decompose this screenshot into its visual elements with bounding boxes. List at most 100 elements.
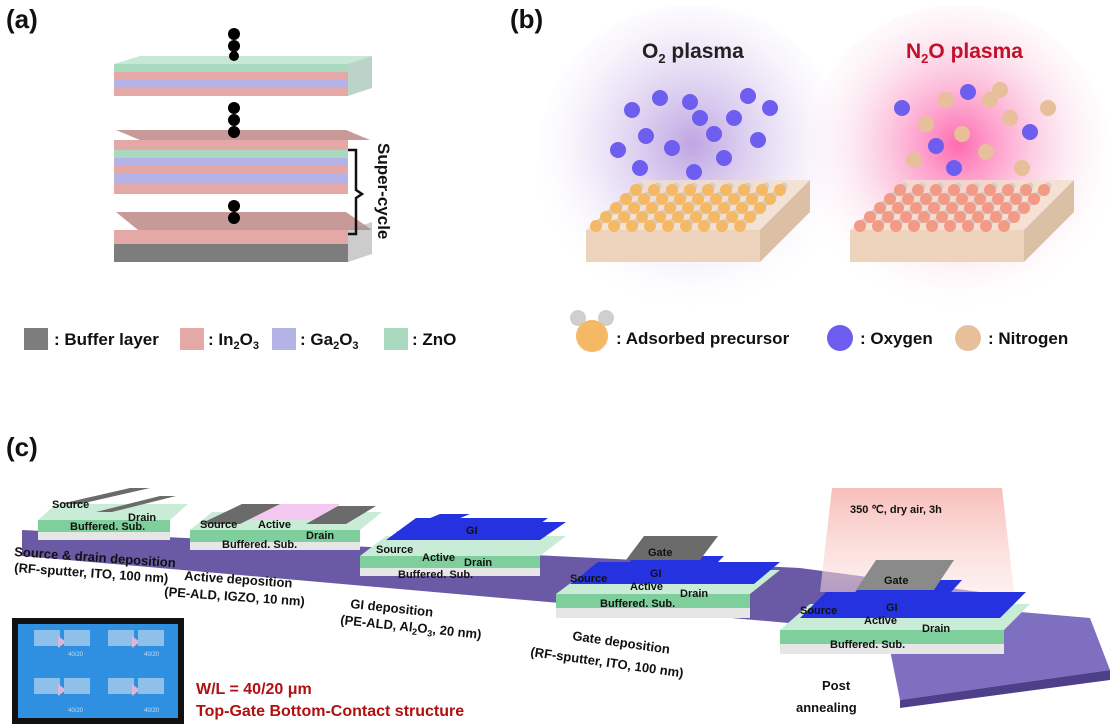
precursor-atom xyxy=(628,202,640,214)
micrograph-inset: 40/20 40/20 40/20 40/20 xyxy=(12,618,184,724)
precursor-atom xyxy=(666,184,678,196)
legend-label-buffer: : Buffer layer xyxy=(54,330,159,349)
step4-source-label: Source xyxy=(570,573,607,585)
nitrogen-atom xyxy=(1014,160,1030,176)
precursor-atom xyxy=(926,220,938,232)
svg-text:40/20: 40/20 xyxy=(144,652,160,658)
top-layer-stack xyxy=(114,56,372,96)
precursor-atom xyxy=(930,184,942,196)
precursor-atom xyxy=(990,211,1002,223)
precursor-atom xyxy=(680,220,692,232)
precursor-atom xyxy=(892,202,904,214)
panel-a-letter: (a) xyxy=(6,4,38,34)
oxygen-atom xyxy=(632,160,648,176)
oxygen-atom xyxy=(610,142,626,158)
step-captions: Source & drain deposition (RF-sputter, I… xyxy=(14,544,857,715)
oxygen-atom xyxy=(740,88,756,104)
precursor-atom xyxy=(690,211,702,223)
precursor-atom xyxy=(636,211,648,223)
precursor-atom xyxy=(908,220,920,232)
precursor-atom xyxy=(1002,184,1014,196)
oxygen-atom xyxy=(946,160,962,176)
legend-swatch-buffer xyxy=(24,328,48,350)
plasma-atoms xyxy=(590,82,1056,232)
anneal-condition: 350 ℃, dry air, 3h xyxy=(850,504,942,516)
step5-detail: annealing xyxy=(796,700,857,715)
micrograph-device-4: 40/20 xyxy=(108,678,164,714)
precursor-atom xyxy=(966,184,978,196)
precursor-atom xyxy=(702,184,714,196)
wl-ratio: W/L = 40/20 μm xyxy=(196,681,312,698)
legend-swatch-precursor xyxy=(576,320,608,352)
panel-b-letter: (b) xyxy=(510,4,543,34)
middle-layer-stack xyxy=(114,130,370,194)
precursor-atom xyxy=(1010,193,1022,205)
precursor-atom xyxy=(882,211,894,223)
micrograph-device-2: 40/20 xyxy=(108,630,164,658)
oxygen-atom xyxy=(692,110,708,126)
step2-source-label: Source xyxy=(200,519,237,531)
legend-swatch-ga2o3 xyxy=(272,328,296,350)
device-step-4: Gate GI Source Active Drain Buffered. Su… xyxy=(556,536,780,618)
legend-swatch-oxygen xyxy=(827,325,853,351)
micrograph-device-1: 40/20 xyxy=(34,630,90,658)
precursor-atom xyxy=(980,220,992,232)
precursor-atom xyxy=(590,220,602,232)
precursor-atom xyxy=(874,202,886,214)
precursor-atom xyxy=(664,202,676,214)
svg-text:40/20: 40/20 xyxy=(68,652,84,658)
panel-c-letter: (c) xyxy=(6,432,38,462)
step2-drain-label: Drain xyxy=(306,530,334,542)
nitrogen-atom xyxy=(992,82,1008,98)
precursor-atom xyxy=(774,184,786,196)
precursor-atom xyxy=(928,202,940,214)
legend-label-nitrogen: : Nitrogen xyxy=(988,329,1068,348)
precursor-atom xyxy=(902,193,914,205)
step3-active-label: Active xyxy=(422,552,455,564)
precursor-atom xyxy=(718,202,730,214)
step5-active-label: Active xyxy=(864,615,897,627)
precursor-atom xyxy=(626,220,638,232)
structure-label: Top-Gate Bottom-Contact structure xyxy=(196,703,464,720)
precursor-atom xyxy=(974,193,986,205)
step4-substrate-label: Buffered. Sub. xyxy=(600,598,675,610)
precursor-atom xyxy=(746,193,758,205)
precursor-atom xyxy=(956,193,968,205)
device-step-5: Gate GI Source Active Drain Buffered. Su… xyxy=(780,560,1030,654)
precursor-atom xyxy=(618,211,630,223)
step4-gi-label: GI xyxy=(650,568,662,580)
precursor-atom xyxy=(646,202,658,214)
precursor-atom xyxy=(710,193,722,205)
precursor-atom xyxy=(662,220,674,232)
precursor-atom xyxy=(716,220,728,232)
precursor-atom xyxy=(644,220,656,232)
precursor-atom xyxy=(954,211,966,223)
precursor-atom xyxy=(864,211,876,223)
oxygen-atom xyxy=(1022,124,1038,140)
oxygen-atom xyxy=(706,126,722,142)
oxygen-atom xyxy=(894,100,910,116)
oxygen-atom xyxy=(652,90,668,106)
precursor-atom xyxy=(736,202,748,214)
precursor-atom xyxy=(894,184,906,196)
precursor-atom xyxy=(744,211,756,223)
step3-source-label: Source xyxy=(376,544,413,556)
precursor-atom xyxy=(726,211,738,223)
nitrogen-atom xyxy=(1040,100,1056,116)
anneal-heat-zone xyxy=(820,488,1014,592)
precursor-atom xyxy=(754,202,766,214)
precursor-atom xyxy=(608,220,620,232)
micrograph-device-3: 40/20 xyxy=(34,678,90,714)
svg-text:40/20: 40/20 xyxy=(68,708,84,714)
precursor-atom xyxy=(620,193,632,205)
oxygen-atom xyxy=(664,140,680,156)
precursor-atom xyxy=(672,211,684,223)
bottom-layer-stack xyxy=(114,212,372,262)
precursor-atom xyxy=(1018,202,1030,214)
precursor-atom xyxy=(884,193,896,205)
step2-active-label: Active xyxy=(258,519,291,531)
nitrogen-atom xyxy=(978,144,994,160)
precursor-atom xyxy=(944,220,956,232)
precursor-atom xyxy=(936,211,948,223)
